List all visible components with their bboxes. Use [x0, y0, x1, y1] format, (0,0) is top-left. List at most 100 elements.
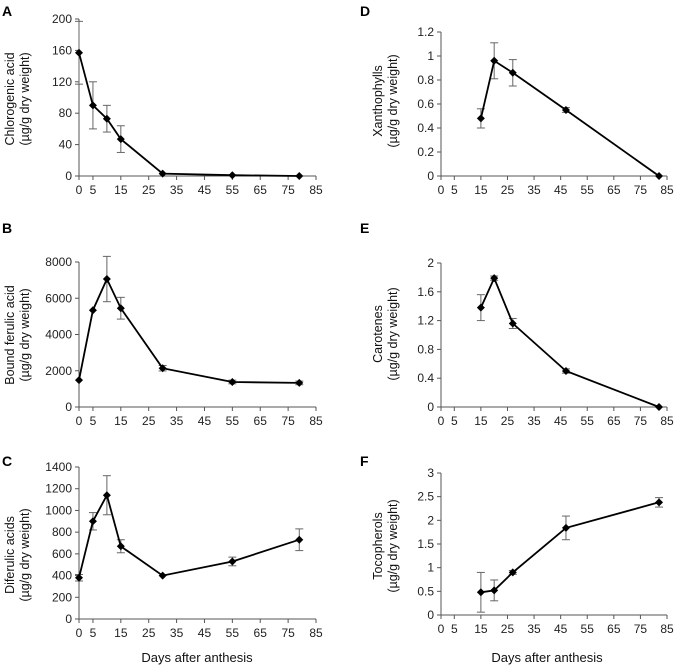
panel-a-ytick-label: 80 [59, 106, 73, 120]
panel-f-data-point [561, 523, 570, 532]
panel-a-data-point [88, 101, 97, 110]
panel-d-ytick-label: 0.6 [417, 97, 434, 111]
panel-f-ytick-label: 3 [427, 466, 434, 480]
panel-f-xtick-label: 15 [474, 622, 488, 636]
panel-c-xtick-label: 0 [76, 626, 83, 640]
panel-c-data-point [158, 571, 167, 580]
panel-f-xlabel: Days after anthesis [491, 650, 603, 665]
panel-b-xtick-label: 65 [254, 414, 268, 428]
panel-e-data-point [476, 303, 485, 312]
panel-c-ytick-label: 1000 [45, 503, 72, 517]
panel-b-xtick-label: 25 [142, 414, 156, 428]
panel-c-data-point [228, 557, 237, 566]
panel-e-data-point [508, 319, 517, 328]
panel-b-data-point [75, 376, 83, 385]
panel-c-ylabel-line2: (µg/g dry weight) [18, 508, 32, 601]
panel-e-ylabel-line2: (µg/g dry weight) [386, 287, 400, 380]
panel-e-axes: 00.40.81.21.620 5 15 25 35 45 55 65 75 85 [417, 256, 674, 428]
panel-c-ytick-label: 1200 [45, 482, 72, 496]
panel-d-ytick-label: 1.2 [417, 25, 434, 39]
panel-c-ytick-label: 400 [52, 569, 72, 583]
panel-f-ytick-label: 2 [427, 513, 434, 527]
panel-b-data-point [116, 304, 125, 313]
panel-c-data-point [102, 491, 111, 500]
panel-f-xtick-label: 35 [527, 622, 541, 636]
panel-e-ytick-label: 0.4 [417, 371, 434, 385]
panel-e-xtick-label: 25 [501, 414, 515, 428]
panel-b-ylabel-line1: Bound ferulic acid [3, 285, 17, 384]
panel-d-xtick-label: 45 [554, 183, 568, 197]
panel-b-xtick-label: 85 [309, 414, 323, 428]
panel-d-axes: 00.20.40.60.811.20 5 15 25 35 45 55 65 75 85 [417, 25, 674, 197]
panel-e-xtick-label: 45 [554, 414, 568, 428]
panel-d-data-point [655, 172, 664, 180]
panel-f-xtick-label: 0 [438, 622, 445, 636]
panel-c: C Diferulic acids (µg/g dry weight) Days… [2, 453, 323, 665]
panel-d-xtick-label: 0 [438, 183, 445, 197]
panel-b-data-point [228, 377, 237, 386]
panel-f-ylabel-line1: Tocopherols [371, 512, 385, 579]
panel-d-ytick-label: 0.4 [417, 121, 434, 135]
panel-d-ytick-label: 1 [427, 49, 434, 63]
panel-e-xtick-label: 85 [660, 414, 674, 428]
panel-a-xtick-label: 5 [90, 183, 97, 197]
panel-a-xtick-label: 85 [309, 183, 323, 197]
panel-f-xtick-label: 75 [634, 622, 648, 636]
panel-a-series [75, 20, 304, 180]
panel-b-ytick-label: 8000 [45, 255, 72, 269]
panel-d-ytick-label: 0.2 [417, 145, 434, 159]
panel-e-data-point [490, 274, 499, 283]
panel-d-letter: D [360, 3, 370, 19]
panel-f-series [476, 497, 664, 613]
panel-e: E Carotenes (µg/g dry weight) 0 0.4 0.8 1.2… [360, 220, 674, 428]
panel-a-xtick-label: 45 [198, 183, 212, 197]
panel-d-ytick-label: 0 [427, 169, 434, 183]
panel-e-letter: E [360, 220, 369, 236]
panel-b-data-point [295, 378, 304, 387]
panel-b-series [75, 255, 304, 387]
panel-e-ytick-label: 0.8 [417, 342, 434, 356]
panel-d-xtick-label: 5 [451, 183, 458, 197]
panel-a-data-point [295, 172, 304, 180]
panel-c-xtick-label: 45 [198, 626, 212, 640]
panel-a-ytick-label: 160 [52, 43, 72, 57]
panel-d-series [476, 42, 664, 180]
panel-c-ytick-label: 0 [65, 612, 72, 626]
panel-a: A Chlorogenic acid (µg/g dry weight) 0 40… [2, 3, 323, 197]
panel-f-xtick-label: 25 [501, 622, 515, 636]
panel-f-xtick-label: 45 [554, 622, 568, 636]
panel-c-series [75, 475, 304, 582]
panel-b-series-line [78, 276, 300, 384]
panel-c-data-point [295, 535, 304, 544]
panel-d-xtick-label: 75 [634, 183, 648, 197]
panel-b-xtick-label: 5 [90, 414, 97, 428]
panel-c-xtick-label: 5 [90, 626, 97, 640]
panel-f-data-point [490, 586, 499, 595]
panel-c-xtick-label: 85 [309, 626, 323, 640]
panel-a-xtick-label: 15 [114, 183, 128, 197]
panel-e-ytick-label: 2 [427, 256, 434, 270]
panel-a-ytick-label: 120 [52, 75, 72, 89]
panel-a-xtick-label: 65 [254, 183, 268, 197]
panel-c-ytick-label: 800 [52, 525, 72, 539]
panel-f-letter: F [360, 453, 369, 469]
panel-f-ytick-label: 0.5 [417, 584, 434, 598]
panel-c-xtick-label: 35 [170, 626, 184, 640]
panel-d: D Xanthophylls (µg/g dry weight) 0 0.2 0.4… [360, 3, 674, 197]
panel-b-data-point [102, 275, 111, 284]
panel-a-series-line [78, 52, 300, 177]
panel-c-data-point [88, 517, 97, 526]
panel-c-ytick-label: 1400 [45, 460, 72, 474]
panel-f-ytick-label: 0 [427, 608, 434, 622]
panel-a-data-point [228, 171, 237, 180]
panel-d-xtick-label: 55 [581, 183, 595, 197]
panel-e-series-line [480, 275, 660, 408]
panel-f-xtick-label: 65 [607, 622, 621, 636]
panel-b-ylabel-line2: (µg/g dry weight) [18, 288, 32, 381]
panel-a-data-point [75, 48, 83, 57]
panel-c-xtick-label: 75 [281, 626, 295, 640]
panel-c-data-point [116, 542, 125, 551]
panel-d-xtick-label: 35 [527, 183, 541, 197]
panel-d-ylabel-line2: (µg/g dry weight) [386, 54, 400, 147]
